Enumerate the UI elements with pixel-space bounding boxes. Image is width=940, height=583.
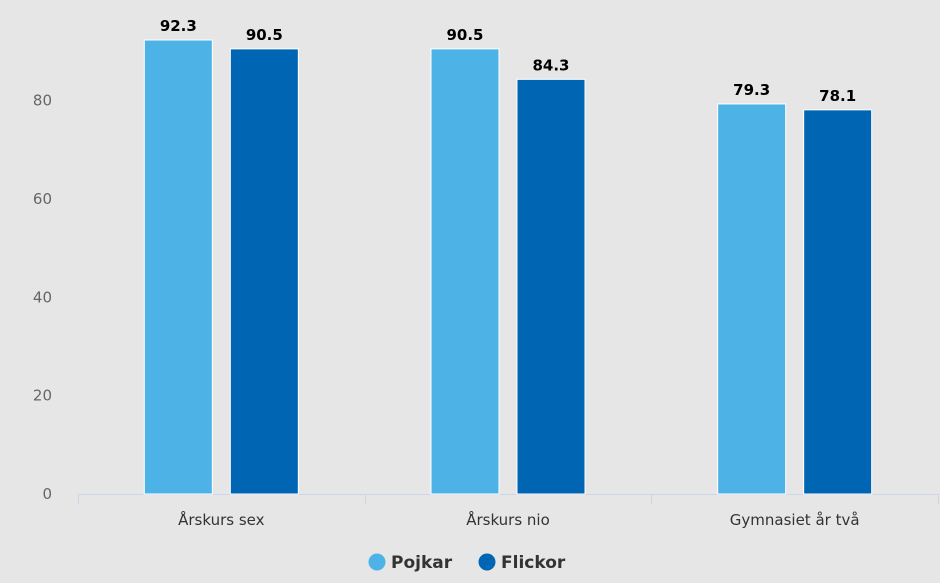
legend-marker-flickor [478, 553, 496, 571]
legend-label: Flickor [501, 553, 566, 573]
data-label: 92.3 [160, 17, 197, 35]
y-tick-label: 40 [33, 288, 52, 306]
y-tick-label: 60 [33, 190, 52, 208]
data-label: 84.3 [532, 56, 569, 74]
data-label: 90.5 [246, 26, 283, 44]
data-label: 79.3 [733, 81, 770, 99]
data-label: 78.1 [819, 87, 856, 105]
bar-flickor [229, 48, 299, 495]
bar-flickor [516, 78, 586, 495]
x-category-label: Gymnasiet år två [730, 511, 860, 529]
y-tick-label: 20 [33, 387, 52, 405]
x-category-label: Årskurs nio [466, 510, 550, 529]
bar-flickor [803, 109, 873, 495]
x-category-label: Årskurs sex [178, 510, 265, 529]
legend-marker-pojkar [368, 553, 386, 571]
data-label: 90.5 [446, 26, 483, 44]
bar-pojkar [143, 39, 213, 495]
bar-pojkar [430, 48, 500, 495]
bar-pojkar [717, 103, 787, 495]
legend-label: Pojkar [391, 553, 453, 573]
y-tick-label: 80 [33, 92, 52, 110]
y-tick-label: 0 [42, 485, 52, 503]
